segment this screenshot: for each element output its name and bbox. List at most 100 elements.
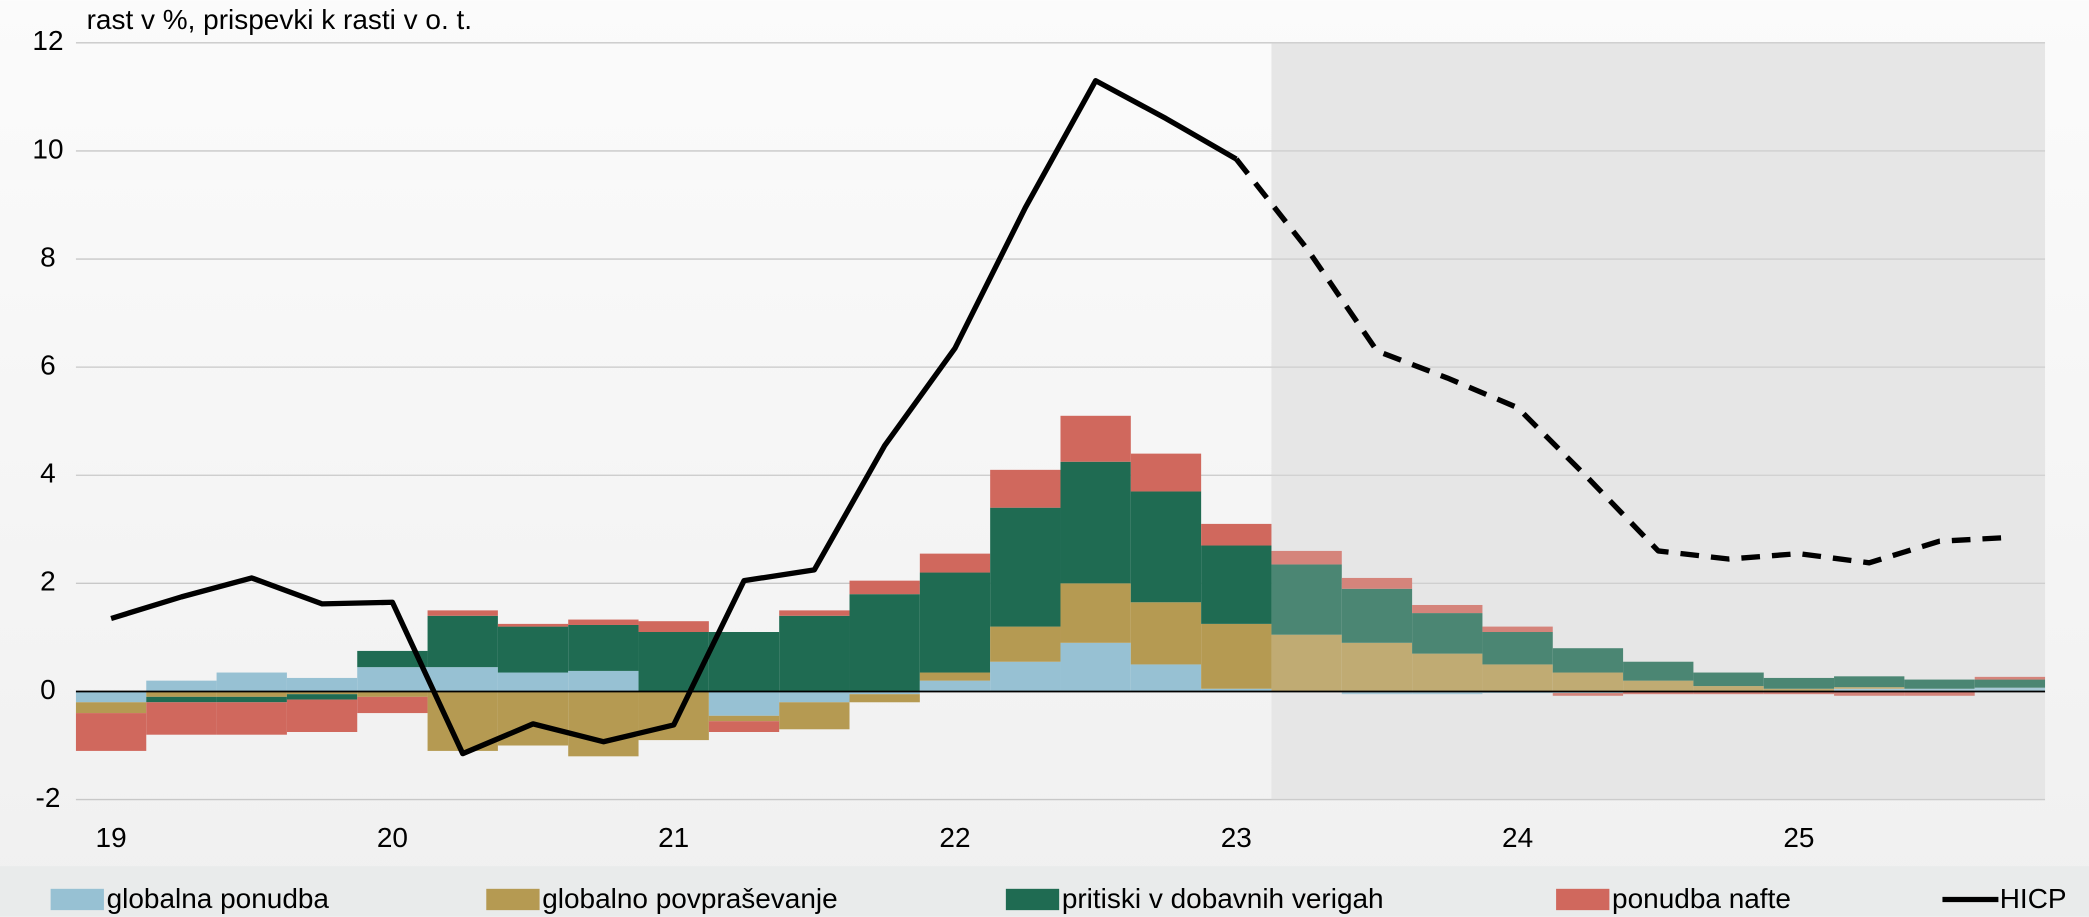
bar-segment (146, 691, 217, 697)
bar-segment (849, 580, 920, 595)
bar-segment (638, 621, 709, 632)
bar-segment (1201, 623, 1272, 689)
bar-segment (919, 672, 991, 681)
legend-swatch (50, 888, 104, 911)
bar-segment (1974, 679, 2046, 688)
bar-segment (1482, 664, 1553, 692)
legend-label: ponudba nafte (1612, 883, 1791, 914)
bar-segment (568, 624, 639, 671)
bar-segment (216, 672, 287, 692)
bar-segment (708, 715, 780, 722)
bar-segment (779, 691, 850, 703)
y-tick-label: 6 (40, 350, 56, 381)
bar-segment (990, 469, 1061, 508)
bar-segment (1412, 613, 1483, 654)
legend-swatch (1005, 888, 1060, 911)
bar-segment (1341, 577, 1413, 589)
bar-segment (286, 694, 358, 700)
x-tick-label: 22 (939, 822, 970, 853)
bar-segment (1130, 453, 1202, 492)
bar-segment (779, 610, 850, 616)
bar-segment (216, 702, 287, 735)
bar-segment (497, 691, 569, 746)
bar-segment (1834, 676, 1905, 688)
y-tick-label: 12 (32, 25, 63, 56)
bar-segment (1412, 604, 1483, 614)
bar-segment (1130, 491, 1202, 603)
bar-segment (1904, 688, 1975, 692)
bar-segment (1834, 688, 1905, 692)
projection-wash (1271, 42, 2046, 800)
bar-segment (1834, 691, 1905, 696)
bar-segment (1060, 461, 1131, 584)
bar-segment (1060, 642, 1131, 692)
bar-segment (1271, 564, 1342, 635)
x-tick-label: 24 (1502, 822, 1533, 853)
bar-segment (568, 691, 639, 757)
bar-segment (638, 631, 709, 692)
x-tick-label: 23 (1221, 822, 1252, 853)
bar-segment (1201, 545, 1272, 624)
bar-segment (286, 699, 358, 732)
bar-segment (779, 615, 850, 692)
bar-segment (568, 670, 639, 692)
bar-segment (1341, 642, 1413, 692)
bar-segment (427, 667, 498, 692)
bar-segment (427, 615, 498, 668)
bar-segment (1552, 672, 1624, 692)
bar-segment (357, 650, 428, 668)
bar-segment (1412, 653, 1483, 692)
y-tick-label: 0 (40, 674, 56, 705)
bar-segment (1130, 664, 1202, 692)
bar-segment (1693, 672, 1764, 687)
bar-segment (1201, 688, 1272, 692)
bar-segment (990, 507, 1061, 627)
bar-segment (146, 696, 217, 703)
bar-segment (357, 691, 428, 697)
bar-segment (708, 631, 780, 692)
bar-segment (427, 610, 498, 616)
y-tick-label: 4 (40, 458, 56, 489)
x-tick-label: 21 (658, 822, 689, 853)
x-tick-label: 25 (1783, 822, 1814, 853)
bar-segment (1763, 688, 1835, 692)
bar-segment (1482, 626, 1553, 632)
bar-segment (849, 594, 920, 692)
bar-segment (1623, 691, 1694, 695)
bar-segment (1482, 631, 1553, 665)
bar-segment (1130, 602, 1202, 665)
y-tick-label: -2 (36, 782, 61, 813)
bar-segment (919, 572, 991, 673)
bar-segment (1552, 648, 1624, 673)
legend-label: globalna ponudba (107, 883, 330, 914)
x-tick-label: 20 (377, 822, 408, 853)
legend-swatch (1556, 888, 1610, 911)
legend-label: pritiski v dobavnih verigah (1062, 883, 1384, 914)
bar-segment (1763, 677, 1835, 689)
x-tick-label: 19 (96, 822, 127, 853)
bar-segment (919, 680, 991, 692)
bar-segment (919, 553, 991, 573)
bar-segment (1974, 676, 2046, 680)
bar-segment (75, 691, 147, 703)
bar-segment (216, 691, 287, 697)
bar-segment (1904, 691, 1975, 696)
bar-segment (497, 623, 569, 627)
bar-segment (1623, 661, 1694, 681)
bar-segment (357, 667, 428, 692)
bar-segment (1974, 687, 2046, 692)
bar-segment (1412, 691, 1483, 695)
bar-segment (497, 626, 569, 673)
bar-segment (1060, 415, 1131, 462)
bar-segment (568, 619, 639, 625)
bar-segment (1904, 679, 1975, 689)
bar-segment (75, 713, 147, 751)
chart-title: rast v %, prispevki k rasti v o. t. (87, 4, 472, 35)
y-tick-label: 10 (32, 133, 63, 164)
line-projection (1234, 157, 2011, 566)
bar-segment (1341, 588, 1413, 643)
legend-label: HICP (2000, 883, 2067, 914)
bar-segment (1623, 680, 1694, 692)
legend-label: globalno povpraševanje (542, 883, 837, 914)
